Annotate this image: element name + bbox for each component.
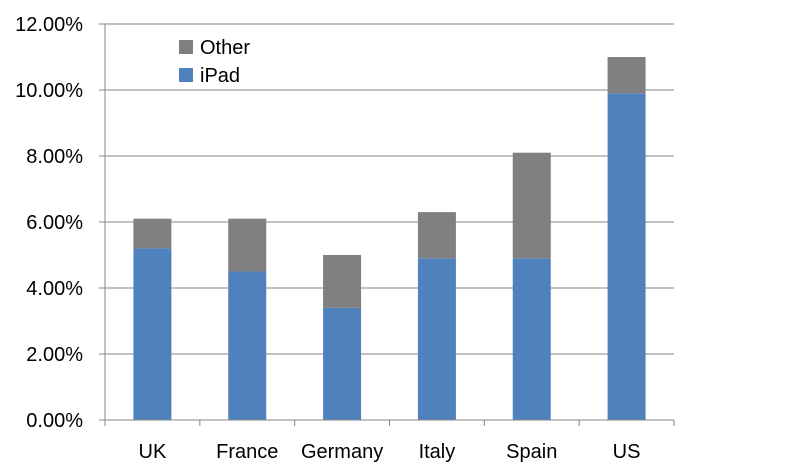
x-category-label: Germany (301, 441, 383, 463)
bar-other-uk (133, 218, 172, 249)
bars (133, 57, 646, 421)
legend-label-ipad: iPad (200, 65, 240, 87)
legend-swatch-other (179, 40, 193, 54)
bar-ipad-us (607, 93, 646, 421)
y-tick-label: 4.00% (26, 278, 83, 300)
gridlines (105, 23, 674, 355)
y-tick-label: 12.00% (15, 14, 83, 36)
y-tick-label: 0.00% (26, 410, 83, 432)
x-axis-ticks (104, 420, 675, 426)
x-category-label: France (216, 441, 278, 463)
bar-other-spain (512, 152, 551, 259)
x-category-label: US (613, 441, 641, 463)
bar-ipad-italy (417, 258, 456, 420)
x-category-label: UK (139, 441, 167, 463)
bar-ipad-uk (133, 248, 172, 420)
bar-other-france (228, 218, 267, 272)
y-tick-label: 2.00% (26, 344, 83, 366)
legend-label-other: Other (200, 37, 250, 59)
legend: Other iPad (179, 37, 250, 87)
y-tick-label: 10.00% (15, 80, 83, 102)
bar-other-us (607, 57, 646, 94)
x-axis-category-labels: UK France Germany Italy Spain US (139, 441, 641, 463)
y-tick-label: 6.00% (26, 212, 83, 234)
bar-ipad-spain (512, 258, 551, 420)
x-category-label: Italy (419, 441, 456, 463)
bar-ipad-germany (323, 307, 362, 420)
bar-other-italy (417, 212, 456, 259)
x-category-label: Spain (506, 441, 557, 463)
bar-other-germany (323, 255, 362, 308)
y-axis-ticks: 0.00% 2.00% 4.00% 6.00% 8.00% 10.00% 12.00% (15, 14, 105, 432)
y-tick-label: 8.00% (26, 146, 83, 168)
legend-swatch-ipad (179, 68, 193, 82)
bar-ipad-france (228, 271, 267, 420)
